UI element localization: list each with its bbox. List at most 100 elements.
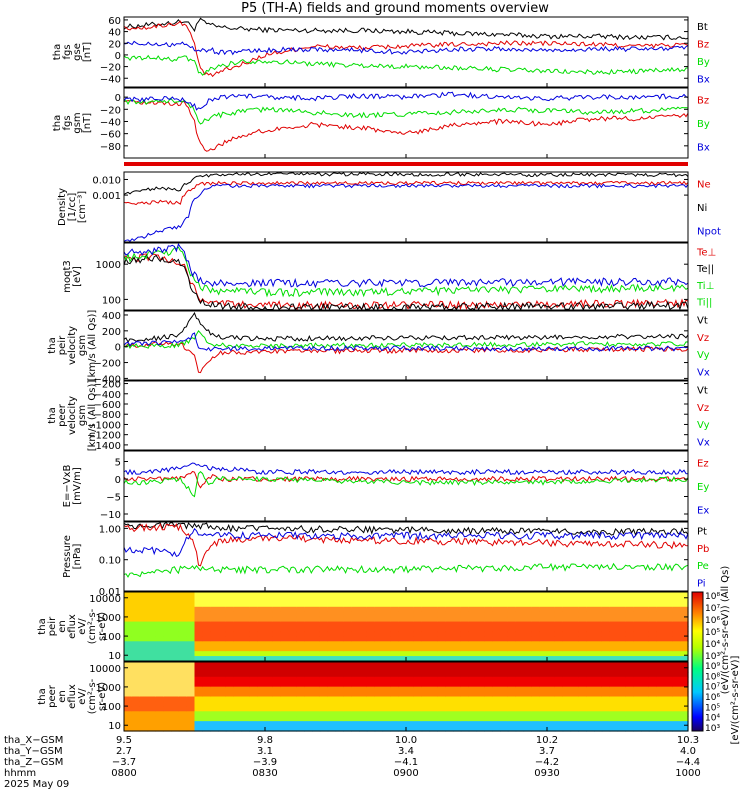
- ytick-label-peer_spec-0: 10000: [89, 664, 121, 675]
- ylabel-line-fgs_gse-1: fgs: [62, 44, 73, 59]
- ytick-label-peir_velocity-1: 200: [102, 327, 121, 338]
- xlabel-4-1: 4.0: [680, 746, 696, 757]
- ytick-label-peir_spec-0: 10000: [89, 594, 121, 605]
- legend-fgs_gsm-Bx: Bx: [697, 142, 710, 153]
- colorbar-lower-tick-5: 10⁴: [705, 714, 720, 724]
- ylabel-line-peir_spec-0: tha: [37, 618, 48, 634]
- ylabel-line-fgs_gsm-1: fgs: [62, 115, 73, 130]
- legend-temperature-Ti||: Ti||: [696, 298, 712, 309]
- legend-peer_velocity-Vz: Vz: [697, 403, 709, 414]
- ytick-label-fgs_gse-4: −20: [100, 63, 121, 74]
- legend-efield-Ey: Ey: [697, 482, 709, 493]
- xaxis-row-label-2: tha_Z−GSM: [4, 757, 63, 768]
- xaxis-row-label-4: 2025 May 09: [4, 779, 69, 790]
- ylabel-peir_velocity: tha peir velocity gsm [km/s (All Qs)]: [47, 310, 98, 382]
- series-pressure-Pb: [123, 522, 689, 567]
- series-fgs_gse-Bt: [123, 17, 689, 41]
- legend-fgs_gsm-Bz: Bz: [697, 96, 709, 107]
- series-peir_velocity-Vz: [123, 341, 689, 374]
- ytick-label-fgs_gse-3: 0: [115, 51, 121, 62]
- ytick-label-peir_spec-1: 1000: [96, 613, 121, 624]
- ytick-label-peer_velocity-2: −600: [94, 400, 121, 411]
- legend-peer_velocity-Vx: Vx: [697, 437, 710, 448]
- ytick-label-peer_spec-2: 100: [102, 702, 121, 713]
- colorbar-label-outer: [eV/(cm²-s-sr-eV)]: [730, 655, 741, 744]
- series-fgs_gse-Bx: [123, 40, 689, 56]
- colorbar-upper-tick-3: 10⁵: [705, 628, 720, 638]
- ytick-label-density-3: 0.010: [92, 175, 121, 186]
- ytick-label-pressure-0: 1.00: [99, 524, 121, 535]
- colorbar-upper-tick-2: 10⁶: [705, 616, 720, 626]
- ytick-label-pressure-1: 0.10: [99, 556, 121, 567]
- ytick-label-peir_velocity-2: 0: [115, 343, 121, 354]
- xlabel-3-2: −4.2: [535, 757, 559, 768]
- xlabel-3-3: 0930: [534, 768, 559, 779]
- ylabel-line-peer_velocity-2: velocity: [67, 396, 78, 435]
- ylabel-density: Density [1/cc] [cm⁻³]: [57, 188, 88, 226]
- series-efield-Ey: [123, 471, 689, 498]
- series-temperature-Te⊥: [123, 253, 689, 311]
- ylabel-line-fgs_gsm-3: [nT]: [82, 113, 93, 133]
- ytick-label-temperature-0: 1000: [96, 260, 121, 271]
- legend-efield-Ez: Ez: [697, 459, 709, 470]
- series-pressure-Pi: [123, 527, 689, 558]
- colorbar-upper-tick-1: 10⁷: [705, 604, 720, 614]
- ylabel-line-density-1: [1/cc]: [67, 193, 78, 222]
- ytick-label-fgs_gsm-2: −40: [100, 117, 121, 128]
- ytick-label-peir_velocity-4: −400: [94, 374, 121, 385]
- ylabel-line-peer_spec-4: eV/: [77, 688, 88, 705]
- ytick-label-temperature-1: 100: [102, 295, 121, 306]
- separator-band: [124, 162, 688, 166]
- ylabel-line-peir_velocity-2: velocity: [67, 326, 78, 365]
- colorbar-lower-tick-4: 10⁵: [705, 703, 720, 713]
- legend-pressure-Pi: Pi: [697, 578, 706, 589]
- ylabel-line-peer_velocity-4: [km/s (All Qs)]: [87, 380, 98, 452]
- legend-peir_velocity-Vt: Vt: [697, 316, 708, 327]
- ylabel-line-fgs_gsm-0: tha: [52, 115, 63, 131]
- colorbar-lower-tick-2: 10⁷: [705, 683, 720, 693]
- ytick-label-pressure-2: 0.01: [99, 587, 121, 598]
- series-fgs_gse-By: [123, 54, 689, 76]
- ytick-label-peer_velocity-0: −200: [94, 380, 121, 391]
- legend-pressure-Pt: Pt: [697, 527, 707, 538]
- legend-peir_velocity-Vx: Vx: [697, 367, 710, 378]
- series-pressure-Pe: [123, 562, 689, 578]
- xlabel-0-2: −3.7: [112, 757, 136, 768]
- ylabel-line-efield-1: [mV/m]: [72, 467, 83, 505]
- ylabel-line-peer_velocity-0: tha: [47, 407, 58, 423]
- ylabel-line-fgs_gse-0: tha: [52, 44, 63, 60]
- ylabel-line-peir_spec-4: eV/: [77, 618, 88, 635]
- ytick-label-density-4: 0.001: [92, 191, 121, 202]
- ytick-label-fgs_gsm-0: 0: [115, 93, 121, 104]
- ylabel-fgs_gsm: tha fgs gsm [nT]: [52, 112, 93, 133]
- series-pressure-Pt: [123, 521, 689, 537]
- ylabel-line-peer_spec-3: eflux: [67, 684, 78, 709]
- ytick-label-peir_spec-3: 10: [108, 651, 121, 662]
- figure-title: P5 (TH-A) fields and ground moments over…: [241, 1, 549, 16]
- ylabel-line-peer_spec-2: en: [57, 690, 68, 703]
- panel-frame-efield: [123, 450, 689, 522]
- legend-fgs_gse-By: By: [697, 57, 710, 68]
- ytick-label-peer_velocity-6: −1400: [87, 441, 121, 452]
- ytick-label-fgs_gse-1: 40: [108, 28, 121, 39]
- xlabel-4-2: −4.4: [676, 757, 700, 768]
- xaxis-row-label-1: tha_Y−GSM: [4, 746, 63, 757]
- ytick-label-fgs_gse-0: 60: [108, 16, 121, 27]
- spectrogram-peir_spec: [124, 592, 689, 662]
- ylabel-line-pressure-0: Pressure: [62, 535, 73, 578]
- ylabel-fgs_gse: tha fgs gse [nT]: [52, 42, 93, 62]
- series-peir_velocity-Vt: [123, 311, 689, 344]
- ylabel-line-peir_spec-2: en: [57, 620, 68, 633]
- legend-temperature-Te⊥: Te⊥: [696, 247, 716, 258]
- ylabel-line-fgs_gse-3: [nT]: [82, 42, 93, 62]
- ytick-label-fgs_gsm-4: −80: [100, 142, 121, 153]
- legend-pressure-Pe: Pe: [697, 561, 709, 572]
- colorbar-lower-tick-6: 10³: [705, 724, 720, 734]
- ytick-label-peer_velocity-1: −400: [94, 390, 121, 401]
- panel-frame-temperature: [123, 242, 689, 311]
- legend-density-Npot: Npot: [697, 226, 721, 237]
- ytick-label-peer_velocity-3: −800: [94, 410, 121, 421]
- ylabel-line-peir_spec-6: sr-eV): [97, 612, 108, 641]
- ytick-label-fgs_gse-5: −40: [100, 74, 121, 85]
- panel-frame-peer_velocity: [123, 380, 689, 451]
